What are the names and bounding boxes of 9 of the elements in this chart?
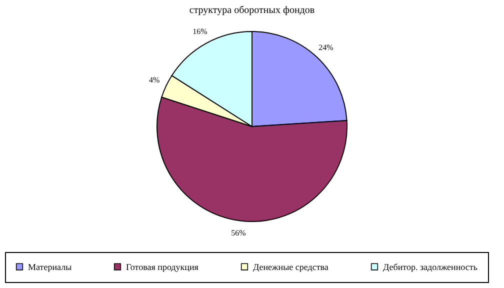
data-label: 56% [231, 228, 246, 238]
legend-label: Денежные средства [253, 262, 328, 272]
data-label: 4% [148, 76, 160, 85]
legend-label: Материалы [28, 262, 72, 272]
legend-label: Дебитор. задолженность [383, 262, 478, 272]
data-label: 24% [318, 42, 334, 52]
data-label: 16% [192, 26, 208, 36]
chart-title: структура оборотных фондов [189, 5, 315, 16]
legend-label: Готовая продукция [126, 262, 198, 272]
